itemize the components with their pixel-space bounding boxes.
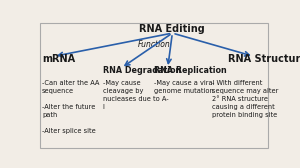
Text: mRNA: mRNA <box>42 54 75 64</box>
Text: -May cause a viral
genome mutation: -May cause a viral genome mutation <box>154 80 214 94</box>
Text: RNA Replication: RNA Replication <box>154 66 226 75</box>
Text: RNA Editing: RNA Editing <box>140 24 205 34</box>
Text: - With different
sequence may alter
2° RNA structure
causing a different
protein: - With different sequence may alter 2° R… <box>212 80 278 118</box>
Text: Function: Function <box>137 40 170 49</box>
Text: RNA Structure: RNA Structure <box>228 54 300 64</box>
Text: -May cause
cleavage by
nucleases due to A-
I: -May cause cleavage by nucleases due to … <box>103 80 168 110</box>
Text: -Can alter the AA
sequence

-Alter the future
path

-Alter splice site: -Can alter the AA sequence -Alter the fu… <box>42 80 100 134</box>
Text: RNA Degradation: RNA Degradation <box>103 66 181 75</box>
